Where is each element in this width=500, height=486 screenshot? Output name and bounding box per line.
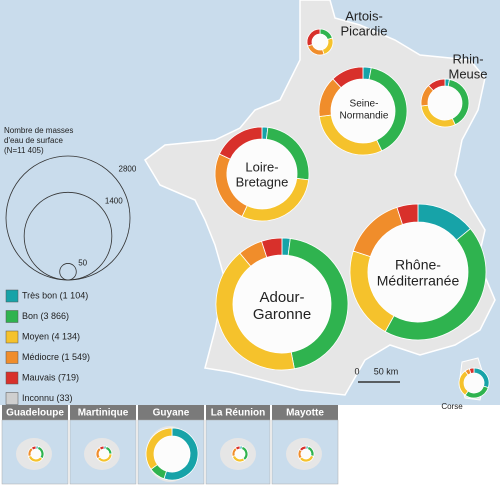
size-title: (N=11 405)	[4, 146, 44, 155]
basin-label: Meuse	[448, 66, 487, 81]
donut-segment	[332, 66, 364, 89]
basin-label: Corse	[441, 402, 463, 411]
legend-label: Très bon (1 104)	[22, 290, 88, 300]
donut-bg	[461, 370, 487, 396]
overseas-tab	[70, 405, 136, 420]
size-circle-label: 1400	[105, 196, 123, 205]
donut-segment	[234, 445, 241, 451]
legend-label: Mauvais (719)	[22, 372, 79, 382]
donut-bg	[309, 31, 331, 53]
overseas-tab	[272, 405, 338, 420]
scale-label: 0	[354, 366, 359, 376]
basin-label: Adour-	[259, 289, 304, 306]
legend-swatch	[5, 289, 19, 303]
donut-bg	[29, 447, 43, 461]
size-title: Nombre de masses	[4, 126, 73, 135]
donut-segment	[218, 126, 263, 160]
overseas-label: Guadeloupe	[6, 408, 64, 419]
legend-label: Médiocre (1 549)	[22, 352, 90, 362]
size-circle-label: 2800	[119, 165, 137, 174]
legend-swatch	[5, 330, 19, 344]
basin-label: Garonne	[253, 306, 311, 323]
donut-segment	[396, 203, 419, 225]
legend-label: Moyen (4 134)	[22, 331, 80, 341]
legend-label: Bon (3 866)	[22, 311, 69, 321]
legend-swatch	[5, 351, 19, 364]
donut-segment	[261, 237, 283, 258]
donut-segment	[468, 367, 475, 374]
donut-bg	[359, 213, 477, 331]
basin-label: Artois-	[345, 8, 383, 23]
overseas-label: La Réunion	[211, 408, 265, 419]
donut-bg	[424, 82, 466, 124]
size-circle	[59, 263, 77, 281]
legend-label: Inconnu (33)	[22, 393, 73, 403]
donut-segment	[306, 28, 321, 47]
basin-label: Normandie	[340, 111, 389, 122]
basin-label: Picardie	[341, 23, 388, 38]
size-title: d'eau de surface	[4, 136, 63, 145]
overseas-tab	[138, 405, 204, 420]
donut-bg	[221, 133, 303, 215]
overseas-label: Martinique	[78, 408, 129, 419]
overseas-label: Mayotte	[286, 408, 324, 419]
overseas-tab	[2, 405, 68, 420]
donut-bg	[299, 447, 313, 461]
basin-label: Rhin-	[452, 51, 483, 66]
donut-segment	[427, 78, 446, 92]
donut-bg	[150, 432, 194, 476]
legend-swatch	[5, 310, 19, 323]
donut-bg	[97, 447, 111, 461]
overseas-label: Guyane	[153, 408, 190, 419]
donut-segment	[145, 427, 173, 470]
scale-label: 50 km	[374, 366, 399, 376]
basin-label: Bretagne	[236, 174, 289, 189]
basin-label: Rhône-	[395, 257, 441, 273]
donut-segment	[298, 445, 307, 452]
basin-label: Méditerranée	[377, 273, 460, 289]
size-circle-label: 50	[78, 259, 87, 268]
donut-bg	[233, 447, 247, 461]
basin-label: Loire-	[245, 159, 278, 174]
overseas-tab	[206, 405, 270, 420]
donut-segment	[30, 445, 37, 451]
legend-swatch	[5, 392, 19, 405]
donut-bg	[224, 246, 340, 362]
legend-swatch	[5, 371, 19, 385]
donut-bg	[325, 73, 401, 149]
basin-label: Seine-	[350, 99, 379, 110]
donut-segment	[98, 445, 105, 451]
